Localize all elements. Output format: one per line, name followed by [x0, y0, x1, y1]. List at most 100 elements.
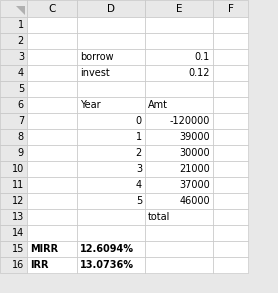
Text: 6: 6	[18, 100, 24, 110]
Bar	[213, 161, 248, 177]
Bar	[27, 0, 77, 17]
Bar	[145, 257, 213, 273]
Bar	[27, 225, 77, 241]
Text: 37000: 37000	[179, 180, 210, 190]
Bar	[27, 113, 77, 129]
Text: 16: 16	[12, 260, 24, 270]
Bar	[77, 0, 145, 17]
Bar	[0, 49, 27, 65]
Text: 10: 10	[12, 164, 24, 174]
Bar	[145, 113, 213, 129]
Text: total: total	[148, 212, 170, 222]
Bar	[145, 49, 213, 65]
Bar	[145, 129, 213, 145]
Bar	[77, 193, 145, 209]
Bar	[145, 33, 213, 49]
Bar	[77, 177, 145, 193]
Bar	[213, 113, 248, 129]
Bar	[145, 81, 213, 97]
Bar	[213, 65, 248, 81]
Bar	[145, 209, 213, 225]
Bar	[27, 177, 77, 193]
Text: 15: 15	[12, 244, 24, 254]
Bar	[145, 241, 213, 257]
Bar	[145, 65, 213, 81]
Bar	[0, 129, 27, 145]
Text: C: C	[48, 4, 56, 13]
Bar	[77, 81, 145, 97]
Bar	[213, 241, 248, 257]
Text: 1: 1	[18, 20, 24, 30]
Bar	[0, 209, 27, 225]
Bar	[77, 65, 145, 81]
Bar	[27, 97, 77, 113]
Text: 46000: 46000	[179, 196, 210, 206]
Bar	[27, 145, 77, 161]
Bar	[77, 97, 145, 113]
Text: E: E	[176, 4, 182, 13]
Bar	[27, 49, 77, 65]
Bar	[213, 81, 248, 97]
Text: 14: 14	[12, 228, 24, 238]
Bar	[145, 161, 213, 177]
Bar	[145, 177, 213, 193]
Bar	[0, 17, 27, 33]
Bar	[77, 17, 145, 33]
Bar	[27, 161, 77, 177]
Text: MIRR: MIRR	[30, 244, 58, 254]
Bar	[77, 129, 145, 145]
Bar	[0, 0, 27, 17]
Bar	[213, 0, 248, 17]
Text: 5: 5	[18, 84, 24, 94]
Text: 4: 4	[18, 68, 24, 78]
Bar	[0, 177, 27, 193]
Bar	[213, 193, 248, 209]
Bar	[213, 257, 248, 273]
Bar	[0, 81, 27, 97]
Bar	[145, 0, 213, 17]
Bar	[27, 129, 77, 145]
Bar	[0, 193, 27, 209]
Bar	[213, 17, 248, 33]
Bar	[213, 97, 248, 113]
Text: borrow: borrow	[80, 52, 114, 62]
Bar	[27, 241, 77, 257]
Bar	[27, 257, 77, 273]
Bar	[0, 97, 27, 113]
Bar	[213, 225, 248, 241]
Text: 5: 5	[136, 196, 142, 206]
Text: Year: Year	[80, 100, 101, 110]
Text: 12: 12	[12, 196, 24, 206]
Bar	[77, 241, 145, 257]
Bar	[213, 33, 248, 49]
Text: D: D	[107, 4, 115, 13]
Bar	[0, 161, 27, 177]
Bar	[145, 97, 213, 113]
Text: 3: 3	[18, 52, 24, 62]
Bar	[77, 257, 145, 273]
Bar	[0, 145, 27, 161]
Text: 7: 7	[18, 116, 24, 126]
Text: 9: 9	[18, 148, 24, 158]
Text: 0.12: 0.12	[188, 68, 210, 78]
Bar	[213, 177, 248, 193]
Text: 11: 11	[12, 180, 24, 190]
Bar	[0, 257, 27, 273]
Text: IRR: IRR	[30, 260, 48, 270]
Bar	[0, 241, 27, 257]
Bar	[27, 209, 77, 225]
Text: 12.6094%: 12.6094%	[80, 244, 134, 254]
Text: 0: 0	[136, 116, 142, 126]
Bar	[213, 129, 248, 145]
Bar	[77, 49, 145, 65]
Text: 21000: 21000	[179, 164, 210, 174]
Text: 13.0736%: 13.0736%	[80, 260, 134, 270]
Bar	[27, 193, 77, 209]
Bar	[77, 113, 145, 129]
Text: 8: 8	[18, 132, 24, 142]
Bar	[145, 17, 213, 33]
Bar	[0, 65, 27, 81]
Text: invest: invest	[80, 68, 110, 78]
Text: 1: 1	[136, 132, 142, 142]
Bar	[0, 225, 27, 241]
